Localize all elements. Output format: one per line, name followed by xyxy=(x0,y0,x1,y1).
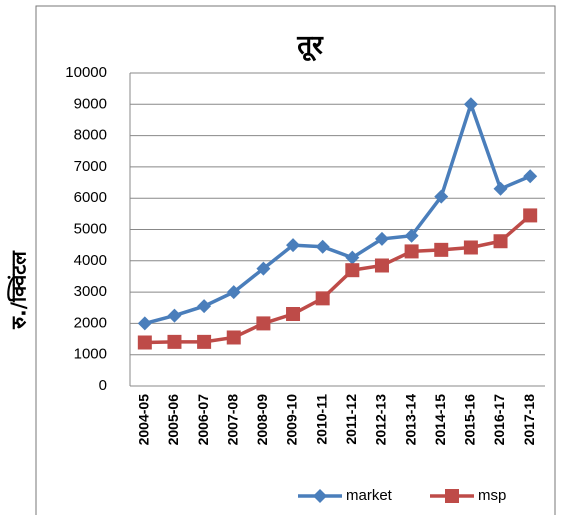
data-point xyxy=(345,250,360,265)
x-tick-label: 2007-08 xyxy=(224,394,240,446)
data-point xyxy=(404,228,419,243)
data-point xyxy=(345,263,360,278)
y-tick-label: 4000 xyxy=(74,252,107,269)
y-tick-label: 10000 xyxy=(65,64,107,81)
x-tick-label: 2008-09 xyxy=(254,394,270,446)
data-point xyxy=(286,238,301,253)
x-tick-label: 2012-13 xyxy=(373,394,389,446)
series-line xyxy=(144,98,531,326)
data-point xyxy=(256,261,271,276)
data-point xyxy=(197,334,212,349)
data-point xyxy=(523,169,538,184)
data-point xyxy=(434,242,449,257)
legend-label: msp xyxy=(478,487,506,504)
data-point xyxy=(256,316,271,331)
data-point xyxy=(286,307,301,322)
data-point xyxy=(197,299,212,314)
x-tick-label: 2011-12 xyxy=(343,394,359,445)
x-tick-label: 2016-17 xyxy=(491,394,507,446)
y-tick-label: 3000 xyxy=(74,283,107,300)
data-point xyxy=(315,239,330,254)
x-tick-label: 2013-14 xyxy=(402,394,418,446)
data-point xyxy=(404,244,419,259)
legend-marker xyxy=(313,489,327,503)
x-tick-label: 2004-05 xyxy=(136,394,152,446)
data-point xyxy=(137,316,152,331)
data-point xyxy=(315,291,330,306)
data-point xyxy=(463,240,478,255)
x-tick-label: 2010-11 xyxy=(313,394,329,445)
chart-title: तूर xyxy=(296,31,324,62)
data-point xyxy=(523,208,538,223)
y-tick-label: 6000 xyxy=(74,189,107,206)
data-point xyxy=(374,231,389,246)
data-point xyxy=(374,258,389,273)
y-axis-label: रु./क्विंटल xyxy=(7,250,31,330)
x-tick-label: 2005-06 xyxy=(165,394,181,446)
legend-label: market xyxy=(346,487,393,504)
data-point xyxy=(493,234,508,249)
frame xyxy=(35,5,556,515)
y-tick-label: 1000 xyxy=(74,346,107,363)
y-tick-label: 2000 xyxy=(74,314,107,331)
x-tick-label: 2009-10 xyxy=(284,394,300,446)
data-point xyxy=(167,334,182,349)
x-tick-label: 2014-15 xyxy=(432,394,448,446)
y-tick-label: 5000 xyxy=(74,220,107,237)
x-tick-label: 2017-18 xyxy=(521,394,537,446)
data-point xyxy=(226,330,241,345)
x-tick-label: 2006-07 xyxy=(195,394,211,446)
y-tick-label: 8000 xyxy=(74,127,107,144)
y-tick-label: 9000 xyxy=(74,95,107,112)
data-point xyxy=(434,189,449,204)
y-tick-label: 7000 xyxy=(74,158,107,175)
data-point xyxy=(167,308,182,323)
data-point xyxy=(463,97,478,112)
data-point xyxy=(493,181,508,196)
legend-marker xyxy=(445,489,459,503)
data-point xyxy=(226,285,241,300)
y-tick-label: 0 xyxy=(99,377,107,394)
data-point xyxy=(137,335,152,350)
x-tick-label: 2015-16 xyxy=(462,394,478,446)
